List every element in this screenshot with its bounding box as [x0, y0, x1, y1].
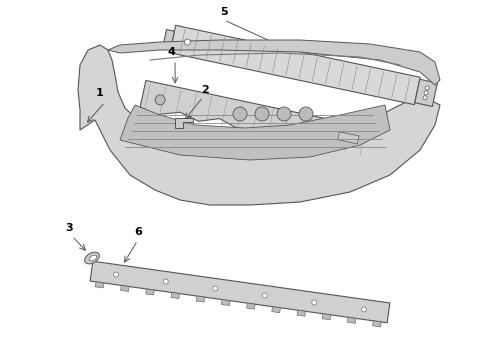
Polygon shape: [121, 285, 129, 292]
Polygon shape: [140, 80, 371, 153]
Polygon shape: [146, 289, 154, 295]
Text: 6: 6: [135, 228, 143, 237]
Circle shape: [255, 107, 269, 121]
Polygon shape: [246, 303, 255, 309]
PathPatch shape: [120, 105, 390, 160]
Ellipse shape: [85, 252, 99, 264]
Text: 5: 5: [220, 7, 228, 17]
Polygon shape: [196, 296, 205, 302]
Circle shape: [425, 86, 429, 90]
Polygon shape: [347, 317, 356, 323]
Circle shape: [423, 96, 427, 100]
Polygon shape: [170, 25, 420, 105]
Polygon shape: [163, 30, 174, 47]
Circle shape: [424, 91, 428, 95]
Circle shape: [299, 107, 313, 121]
Text: 2: 2: [201, 85, 209, 95]
Circle shape: [361, 307, 367, 312]
Polygon shape: [415, 79, 438, 107]
Polygon shape: [297, 310, 306, 316]
Polygon shape: [272, 307, 280, 313]
Text: 4: 4: [167, 47, 175, 57]
Polygon shape: [175, 118, 193, 128]
Circle shape: [312, 300, 317, 305]
Text: 1: 1: [96, 88, 104, 98]
Circle shape: [155, 95, 165, 105]
Circle shape: [114, 272, 119, 277]
PathPatch shape: [108, 40, 440, 85]
PathPatch shape: [78, 45, 440, 205]
Ellipse shape: [89, 255, 97, 261]
Polygon shape: [96, 282, 104, 288]
Circle shape: [163, 279, 168, 284]
Polygon shape: [338, 132, 359, 144]
Text: 3: 3: [65, 223, 73, 233]
Polygon shape: [322, 314, 331, 320]
Circle shape: [213, 286, 218, 291]
Polygon shape: [90, 261, 390, 323]
Polygon shape: [372, 321, 381, 327]
Polygon shape: [171, 292, 179, 298]
Polygon shape: [221, 300, 230, 306]
Circle shape: [277, 107, 291, 121]
Circle shape: [184, 39, 191, 45]
Circle shape: [233, 107, 247, 121]
Circle shape: [262, 293, 267, 298]
